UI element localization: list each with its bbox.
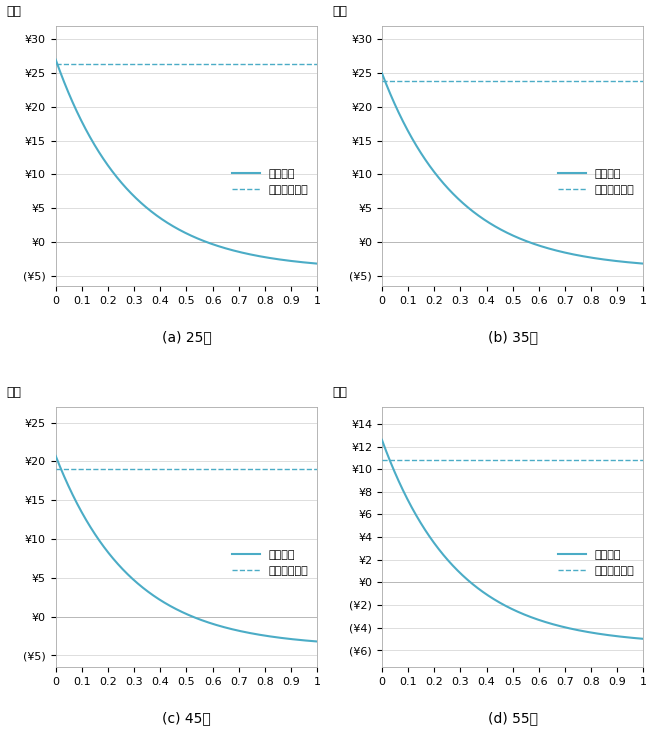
Text: (a) 25歳: (a) 25歳 (162, 330, 211, 344)
Y-axis label: 百万: 百万 (7, 5, 21, 18)
Y-axis label: 百万: 百万 (332, 5, 347, 18)
Legend: 持ち出す, 持ち出さない: 持ち出す, 持ち出さない (228, 166, 312, 198)
Legend: 持ち出す, 持ち出さない: 持ち出す, 持ち出さない (228, 547, 312, 579)
Legend: 持ち出す, 持ち出さない: 持ち出す, 持ち出さない (555, 166, 638, 198)
Text: (b) 35歳: (b) 35歳 (488, 330, 538, 344)
Y-axis label: 百万: 百万 (332, 386, 347, 399)
Text: (d) 55歳: (d) 55歳 (488, 711, 538, 725)
Y-axis label: 百万: 百万 (7, 386, 21, 399)
Legend: 持ち出す, 持ち出さない: 持ち出す, 持ち出さない (555, 547, 638, 579)
Text: (c) 45歳: (c) 45歳 (162, 711, 211, 725)
